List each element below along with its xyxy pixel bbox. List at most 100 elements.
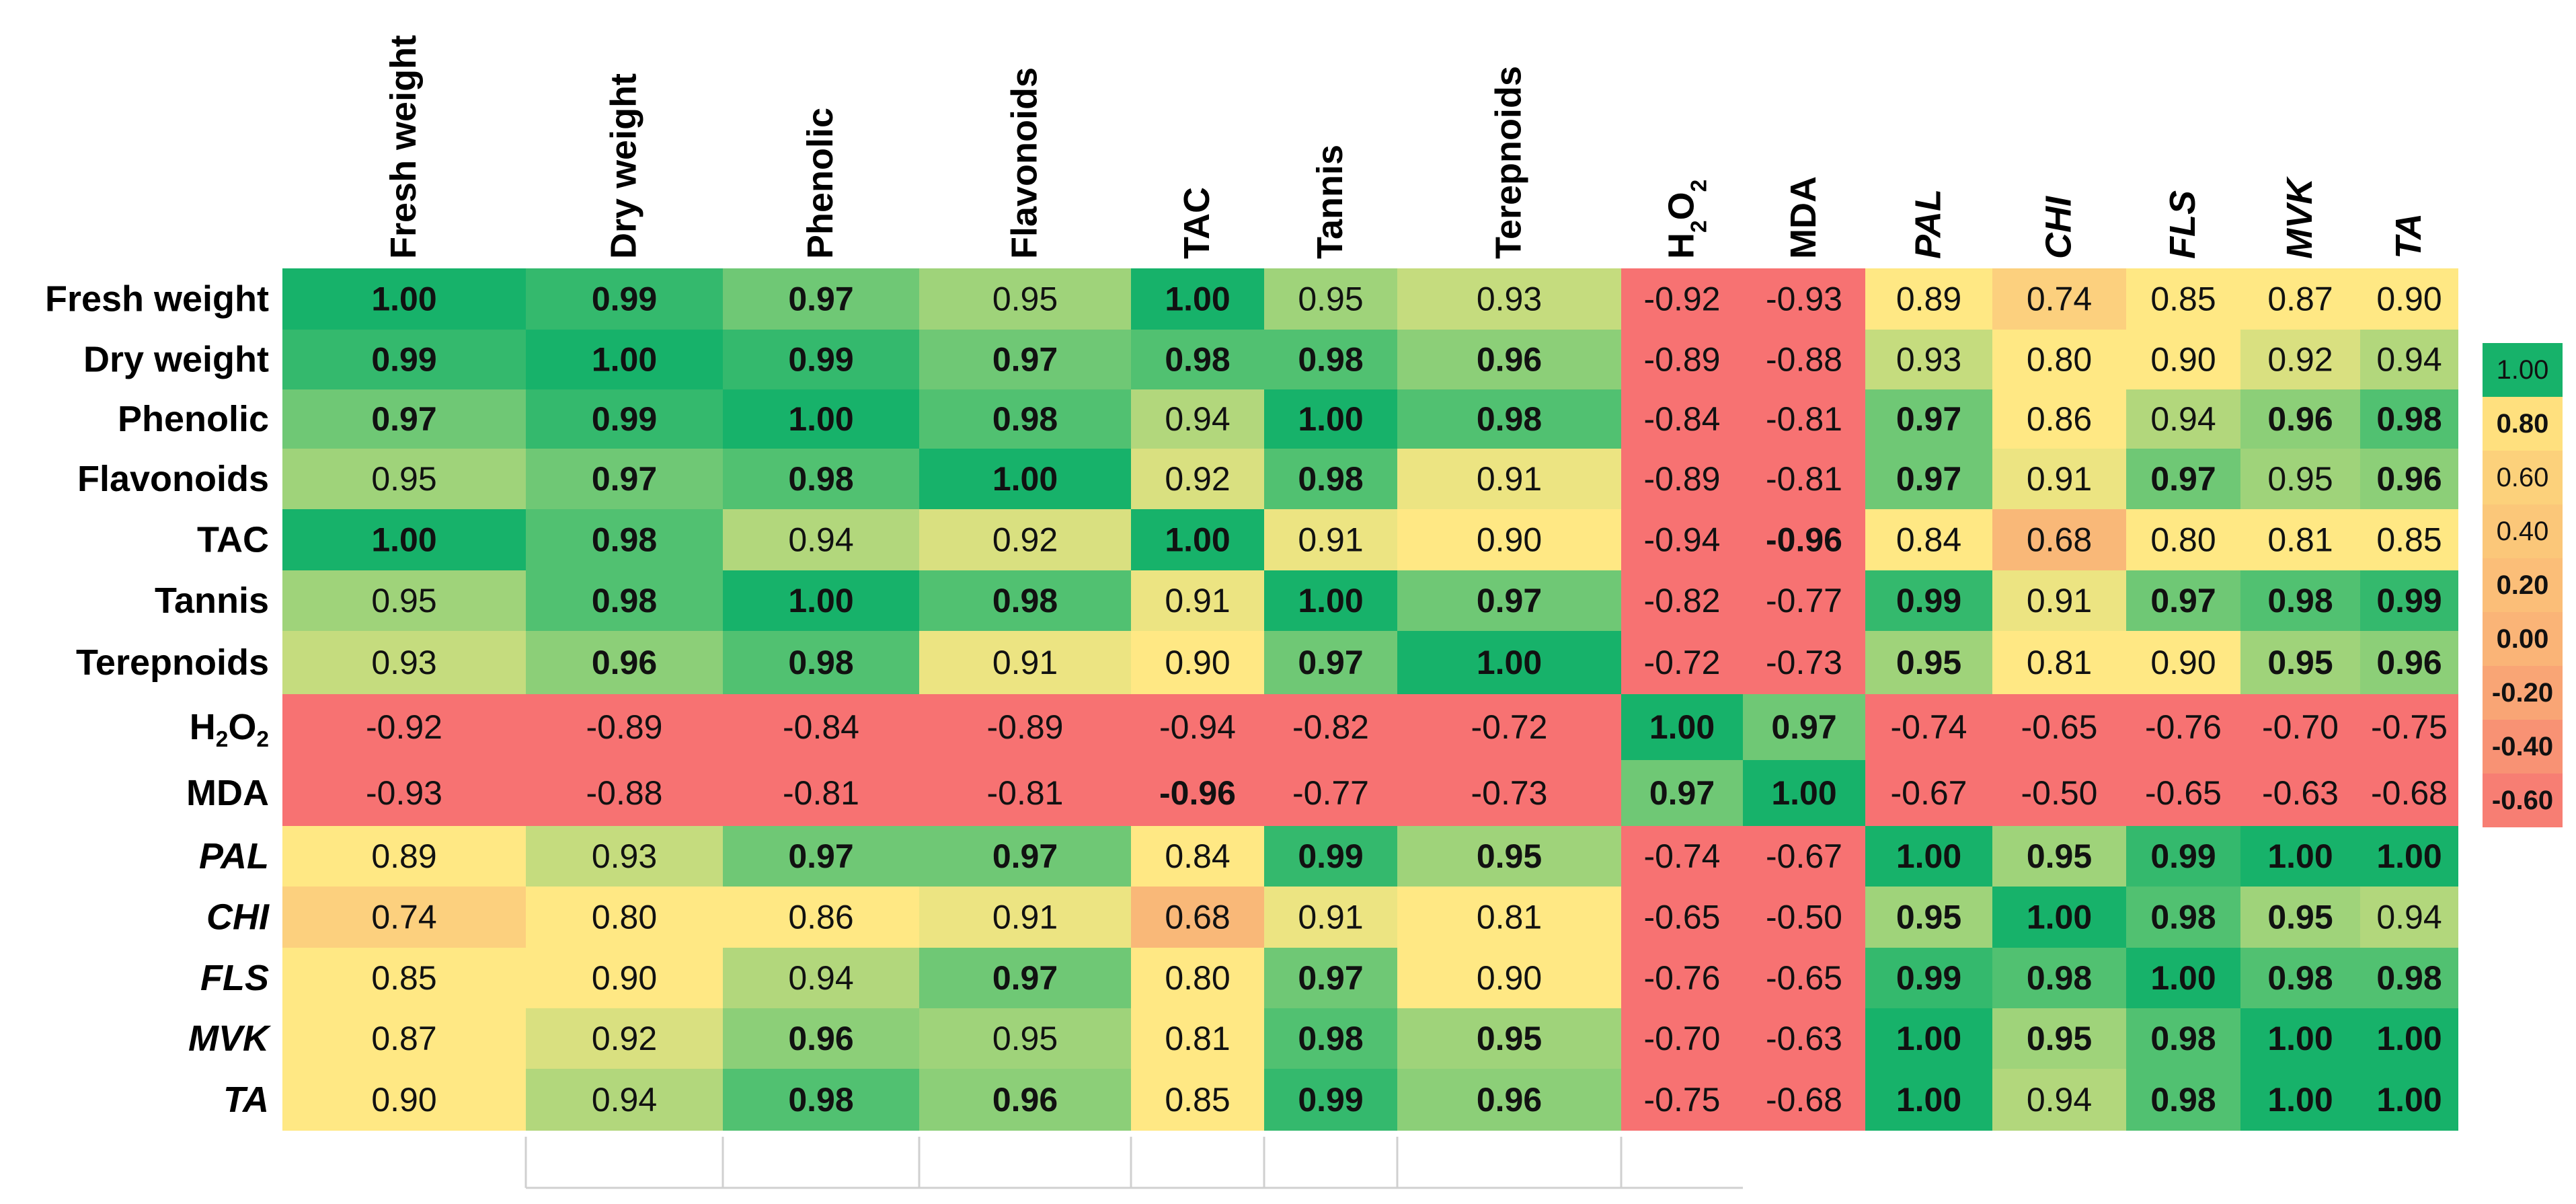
cell-value: -0.68 (1766, 1081, 1842, 1119)
heatmap-cell (1865, 449, 1992, 509)
heatmap-cell (2126, 760, 2240, 826)
heatmap-cell (723, 826, 919, 887)
cell-value: 0.85 (2376, 521, 2442, 559)
heatmap-cell (1865, 509, 1992, 570)
cell-value: 0.99 (1896, 959, 1961, 997)
cell-value: -0.82 (1644, 582, 1721, 619)
heatmap-cell (526, 948, 723, 1008)
heatmap-cell (1397, 268, 1621, 330)
cell-value: -0.70 (1644, 1020, 1721, 1057)
cell-value: 0.80 (2150, 521, 2216, 559)
cell-value: 0.80 (592, 899, 657, 936)
cell-value: -0.76 (1644, 959, 1721, 997)
heatmap-cell (919, 1069, 1131, 1131)
cell-value: 1.00 (2150, 959, 2216, 997)
cell-value: 0.94 (788, 959, 853, 997)
heatmap-cell (526, 826, 723, 887)
heatmap-cell (2240, 1008, 2360, 1069)
heatmap-cell (1992, 760, 2126, 826)
heatmap-cell (723, 694, 919, 760)
heatmap-cell (1264, 631, 1397, 694)
cell-value: 0.68 (2027, 521, 2092, 559)
cell-value: -0.88 (1766, 341, 1842, 379)
heatmap-cell (1992, 631, 2126, 694)
heatmap-cell (282, 1008, 526, 1069)
cell-value: 0.74 (2027, 280, 2092, 318)
cell-value: 0.99 (1896, 582, 1961, 619)
cell-value: -0.67 (1891, 774, 1967, 812)
heatmap-cell (1264, 694, 1397, 760)
heatmap-cell (1743, 389, 1865, 449)
cell-value: 0.99 (592, 400, 657, 438)
cell-value: -0.74 (1644, 837, 1721, 875)
cell-value: -0.93 (1766, 280, 1842, 318)
heatmap-cell (1397, 694, 1621, 760)
cell-value: -0.67 (1766, 837, 1842, 875)
legend-label: -0.60 (2492, 786, 2553, 815)
cell-value: 0.95 (2267, 644, 2333, 681)
heatmap-cell (2126, 449, 2240, 509)
cell-value: 1.00 (1896, 1020, 1961, 1057)
cell-value: -0.89 (1644, 460, 1721, 498)
heatmap-cell (1621, 1069, 1743, 1131)
heatmap-cell (526, 631, 723, 694)
cell-value: -0.89 (586, 708, 663, 746)
cell-value: -0.89 (1644, 341, 1721, 379)
cell-value: -0.81 (1766, 400, 1842, 438)
legend-label: 0.60 (2497, 463, 2549, 492)
cell-value: 0.95 (371, 460, 436, 498)
legend-swatch (2483, 612, 2563, 666)
cell-value: 1.00 (2267, 837, 2333, 875)
heatmap-cell (282, 1069, 526, 1131)
cell-value: 1.00 (2027, 899, 2092, 936)
heatmap-cell (1865, 389, 1992, 449)
cell-value: 0.94 (2027, 1081, 2092, 1119)
heatmap-cell (1743, 694, 1865, 760)
heatmap-cell (2126, 268, 2240, 330)
heatmap-cell (2360, 268, 2458, 330)
row-label: H2O2 (190, 707, 269, 752)
cell-value: -0.72 (1644, 644, 1721, 681)
cell-value: 0.95 (1896, 644, 1961, 681)
cell-value: 0.97 (992, 837, 1058, 875)
cell-value: -0.74 (1891, 708, 1967, 746)
cell-value: 0.92 (2267, 341, 2333, 379)
heatmap-cell (2360, 449, 2458, 509)
legend-swatch (2483, 343, 2563, 397)
cell-value: 0.92 (992, 521, 1058, 559)
heatmap-cell (1865, 887, 1992, 948)
cell-value: 0.95 (1477, 1020, 1542, 1057)
cell-value: 1.00 (1298, 400, 1363, 438)
heatmap-cell (1131, 1008, 1264, 1069)
cell-value: 0.95 (1477, 837, 1542, 875)
cell-value: 0.91 (2027, 460, 2092, 498)
legend-swatch (2483, 451, 2563, 504)
column-label: Flavonoids (1005, 67, 1045, 259)
heatmap-cell (1397, 826, 1621, 887)
heatmap-cell (526, 887, 723, 948)
cell-value: 0.97 (788, 280, 853, 318)
cell-value: 0.96 (1477, 1081, 1542, 1119)
cell-value: 1.00 (592, 341, 657, 379)
heatmap-cell (1992, 948, 2126, 1008)
heatmap-cell (2360, 948, 2458, 1008)
cell-value: -0.50 (1766, 899, 1842, 936)
heatmap-cell (1992, 1008, 2126, 1069)
cell-value: 0.98 (992, 582, 1058, 619)
heatmap-cell (723, 1008, 919, 1069)
cell-value: 0.93 (592, 837, 657, 875)
cell-value: -0.75 (1644, 1081, 1721, 1119)
row-label: Fresh weight (45, 279, 269, 319)
cell-value: 0.95 (2267, 899, 2333, 936)
cell-value: 1.00 (1165, 521, 1230, 559)
heatmap-cell (1397, 1008, 1621, 1069)
heatmap-cell (2240, 330, 2360, 389)
heatmap-cell (1743, 1069, 1865, 1131)
heatmap-cell (723, 509, 919, 570)
heatmap-cell (1264, 948, 1397, 1008)
heatmap-cell (1131, 268, 1264, 330)
cell-value: 0.74 (371, 899, 436, 936)
cell-value: 0.97 (2150, 582, 2216, 619)
cell-value: 0.80 (1165, 959, 1230, 997)
heatmap-cell (1397, 1069, 1621, 1131)
